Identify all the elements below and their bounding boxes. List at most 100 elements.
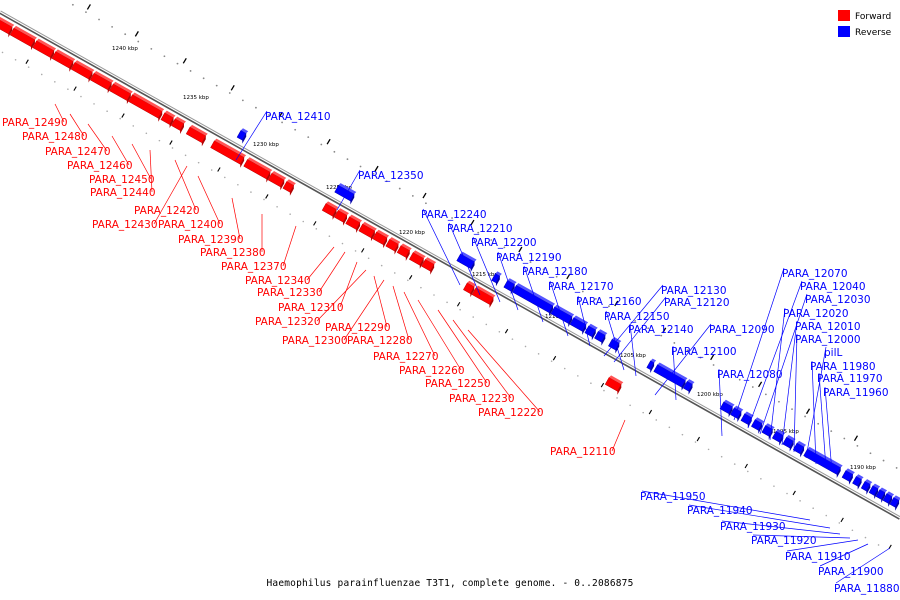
reverse-gene-label: PARA_12010 — [795, 321, 861, 333]
track-dot — [446, 301, 448, 304]
track-dot — [568, 283, 571, 286]
forward-gene-label: PARA_12220 — [478, 407, 544, 419]
tick-mark — [169, 140, 173, 145]
leader-line — [497, 251, 519, 311]
leader-line — [611, 419, 626, 452]
kbp-tick-label: 1220 kbp — [399, 230, 425, 236]
track-dot — [577, 375, 579, 377]
gene-block-side — [800, 446, 805, 458]
track-dot — [119, 117, 121, 120]
gene-block-side — [848, 474, 853, 485]
leader-line — [417, 299, 462, 371]
reverse-gene-label: PARA_12150 — [604, 311, 670, 323]
gene-block-side — [31, 39, 35, 51]
tick-mark — [805, 408, 811, 415]
track-dot — [40, 73, 43, 76]
track-dot — [498, 330, 501, 333]
gene-block-side — [874, 488, 879, 499]
gene-block-top — [744, 411, 754, 418]
tick-mark — [648, 409, 653, 415]
tick-mark — [182, 57, 187, 64]
track-dot — [778, 400, 780, 403]
track-dot — [315, 228, 318, 230]
gene-block-top — [856, 474, 864, 480]
track-dot — [686, 349, 689, 352]
track-dot — [464, 224, 467, 227]
tick-mark — [758, 381, 763, 388]
leader-line — [688, 504, 831, 529]
leader-line — [318, 251, 346, 293]
forward-gene-label: PARA_12470 — [45, 146, 111, 158]
track-dot — [289, 213, 291, 215]
gene-block-top — [214, 138, 247, 158]
forward-gene-label: PARA_12480 — [22, 131, 88, 143]
track-dot — [111, 25, 114, 28]
gene-block-top — [765, 423, 775, 430]
track-dot — [838, 522, 841, 524]
gene-block-top — [734, 405, 744, 412]
gene-block-top — [0, 16, 15, 27]
leader-line — [641, 490, 811, 521]
track-dot — [294, 128, 297, 131]
track-dot — [799, 500, 801, 502]
gene-block-side — [405, 250, 410, 261]
reverse-gene-label: PARA_12410 — [265, 111, 331, 123]
reverse-gene-label: PARA_12180 — [522, 266, 588, 278]
gene-block-top — [338, 208, 349, 216]
gene-block-top — [507, 278, 517, 285]
reverse-gene-label: PARA_11910 — [785, 551, 851, 563]
track-dot — [629, 404, 631, 407]
gene-block-side — [617, 384, 622, 395]
forward-gene-label: PARA_12420 — [134, 205, 200, 217]
tick-mark — [518, 246, 523, 253]
track-dot — [746, 470, 749, 473]
gene-block-side — [240, 157, 245, 168]
track-dot — [608, 305, 610, 308]
gene-block-top — [516, 283, 556, 306]
track-dot — [393, 272, 396, 274]
track-dot — [263, 198, 265, 201]
leader-line — [149, 149, 153, 193]
track-dot — [634, 319, 637, 322]
track-dot — [895, 467, 898, 469]
kbp-tick-label: 1235 kbp — [183, 95, 209, 101]
gene-block-top — [36, 38, 57, 51]
gene-block-side — [470, 286, 475, 298]
leader-line — [605, 310, 625, 371]
reverse-gene-label: PARA_12130 — [661, 285, 727, 297]
track-dot — [673, 342, 676, 344]
gene-block-side — [549, 305, 554, 317]
forward-gene-label: PARA_12390 — [178, 234, 244, 246]
forward-gene-label: PARA_12320 — [255, 316, 321, 328]
reverse-gene-label: PARA_12200 — [471, 237, 537, 249]
gene-block-side — [350, 193, 355, 205]
reverse-gene-label: PARA_12070 — [782, 268, 848, 280]
track-dot — [712, 364, 715, 366]
leader-line — [759, 293, 808, 435]
gene-block-top — [845, 468, 855, 475]
track-dot — [171, 147, 174, 149]
reverse-gene-label: PARA_12240 — [421, 209, 487, 221]
track-dot — [228, 92, 231, 94]
gene-block-side — [107, 82, 112, 94]
track-dot — [817, 422, 820, 425]
track-dot — [451, 217, 453, 219]
leader-line — [786, 539, 859, 552]
reverse-gene-label: PARA_12090 — [709, 324, 775, 336]
gene-block-side — [470, 261, 475, 273]
track-dot — [764, 393, 767, 396]
track-dot — [93, 103, 95, 105]
track-dot — [555, 275, 558, 278]
track-dot — [647, 327, 650, 330]
track-dot — [856, 444, 859, 447]
gene-block-side — [266, 171, 271, 183]
track-dot — [882, 459, 885, 462]
track-dot — [825, 514, 828, 517]
kbp-tick-label: 1190 kbp — [850, 465, 876, 471]
tick-mark — [470, 219, 475, 226]
leader-line — [174, 159, 197, 211]
tick-mark — [853, 435, 859, 442]
gene-block-top — [389, 237, 401, 245]
tick-mark — [361, 248, 365, 253]
track-dot — [851, 529, 854, 532]
